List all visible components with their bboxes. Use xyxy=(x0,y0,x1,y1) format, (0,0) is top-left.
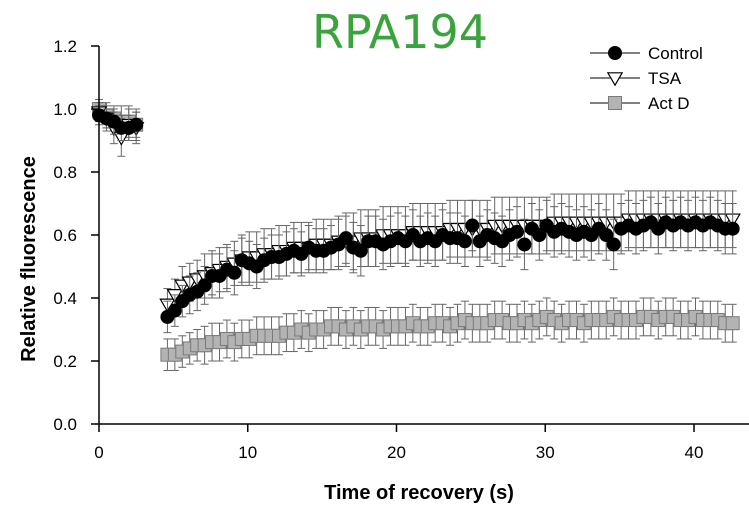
data-point xyxy=(457,234,472,249)
y-axis-title: Relative fluorescence xyxy=(18,156,40,362)
data-point xyxy=(167,303,182,318)
data-point xyxy=(227,265,242,280)
y-tick-label: 1.2 xyxy=(53,37,77,56)
data-point xyxy=(338,231,353,246)
series-layer xyxy=(90,99,741,371)
y-tick-label: 0.2 xyxy=(53,352,77,371)
data-point xyxy=(606,237,621,252)
x-tick-label: 20 xyxy=(387,443,406,462)
data-point xyxy=(197,278,212,293)
legend-marker-control xyxy=(608,46,622,60)
series-tsa xyxy=(90,102,741,321)
legend: Control TSA Act D xyxy=(590,44,703,113)
data-point xyxy=(129,117,144,132)
data-point xyxy=(465,218,480,233)
data-point xyxy=(532,228,547,242)
legend-label: Act D xyxy=(648,94,690,113)
x-tick-label: 30 xyxy=(536,443,555,462)
x-tick-label: 0 xyxy=(94,443,103,462)
chart-title: RPA194 xyxy=(312,5,488,59)
x-tick-label: 40 xyxy=(685,443,704,462)
x-axis-title: Time of recovery (s) xyxy=(324,482,514,504)
data-point xyxy=(517,237,532,252)
data-point xyxy=(353,243,368,258)
legend-label: Control xyxy=(648,44,703,63)
data-point xyxy=(725,221,740,236)
y-tick-label: 0.6 xyxy=(53,226,77,245)
legend-label: TSA xyxy=(648,69,682,88)
legend-marker-tsa xyxy=(606,72,624,87)
series-control xyxy=(92,105,740,334)
y-tick-label: 0.4 xyxy=(53,289,77,308)
data-point xyxy=(599,228,614,242)
data-point xyxy=(725,316,740,331)
axis-layer: 0.0 0.2 0.4 0.6 0.8 1.0 1.2 0 10 20 30 40 xyxy=(53,37,749,462)
y-tick-label: 0.8 xyxy=(53,163,77,182)
data-point xyxy=(509,224,524,239)
x-tick-label: 10 xyxy=(238,443,257,462)
legend-marker-act-d xyxy=(608,96,622,110)
y-tick-label: 1.0 xyxy=(53,100,77,119)
y-tick-label: 0.0 xyxy=(53,415,77,434)
